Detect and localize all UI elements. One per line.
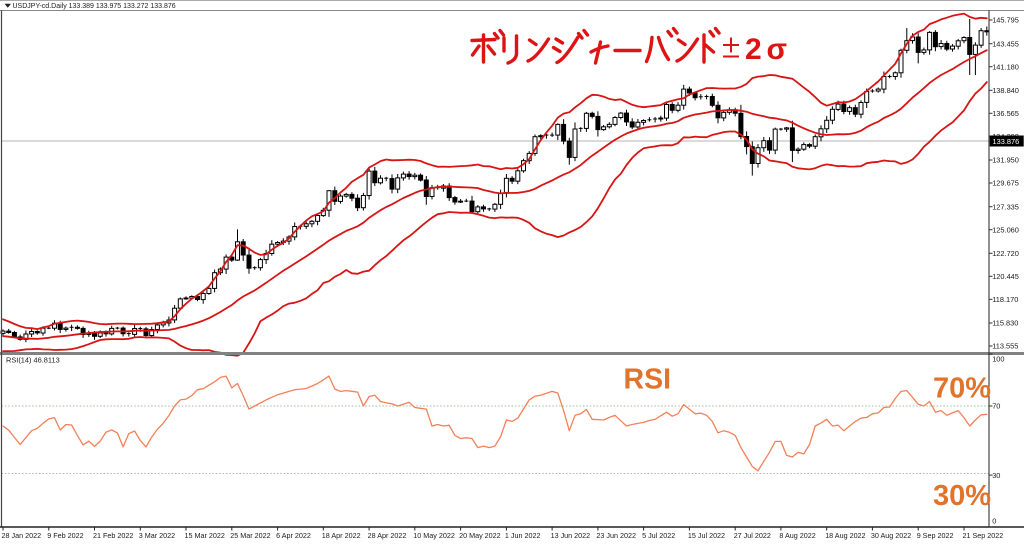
- svg-text:30%: 30%: [933, 480, 991, 512]
- svg-text:1 Jun 2022: 1 Jun 2022: [505, 531, 541, 540]
- svg-text:28 Apr 2022: 28 Apr 2022: [368, 531, 407, 540]
- svg-text:σ: σ: [767, 33, 788, 66]
- svg-text:RSI: RSI: [624, 364, 672, 396]
- svg-text:27 Jul 2022: 27 Jul 2022: [734, 531, 771, 540]
- svg-text:141.180: 141.180: [992, 62, 1019, 71]
- svg-text:9 Sep 2022: 9 Sep 2022: [917, 531, 954, 540]
- svg-text:118.170: 118.170: [992, 295, 1018, 304]
- svg-text:21 Feb 2022: 21 Feb 2022: [93, 531, 133, 540]
- svg-text:115.830: 115.830: [992, 319, 1018, 328]
- svg-text:2: 2: [745, 33, 762, 66]
- svg-text:10 May 2022: 10 May 2022: [413, 531, 455, 540]
- svg-text:RSI(14) 46.8113: RSI(14) 46.8113: [6, 356, 60, 365]
- svg-text:6 Apr 2022: 6 Apr 2022: [276, 531, 311, 540]
- svg-text:18 Aug 2022: 18 Aug 2022: [825, 531, 865, 540]
- svg-text:113.555: 113.555: [992, 342, 1018, 351]
- svg-text:143.455: 143.455: [992, 39, 1019, 48]
- svg-text:30 Aug 2022: 30 Aug 2022: [871, 531, 911, 540]
- svg-text:122.720: 122.720: [992, 249, 1019, 258]
- svg-text:20 May 2022: 20 May 2022: [459, 531, 501, 540]
- svg-text:120.445: 120.445: [992, 272, 1019, 281]
- svg-text:70: 70: [992, 402, 1000, 411]
- svg-text:100: 100: [992, 355, 1004, 364]
- svg-text:133.876: 133.876: [993, 137, 1020, 146]
- svg-text:USDJPY-cd.Daily 133.389 133.9: USDJPY-cd.Daily 133.389 133.975 133.272 …: [13, 3, 176, 10]
- svg-text:136.565: 136.565: [992, 109, 1019, 118]
- svg-text:131.950: 131.950: [992, 156, 1019, 165]
- svg-text:5 Jul 2022: 5 Jul 2022: [642, 531, 675, 540]
- svg-text:8 Aug 2022: 8 Aug 2022: [779, 531, 815, 540]
- svg-text:9 Feb 2022: 9 Feb 2022: [47, 531, 83, 540]
- svg-text:0: 0: [992, 517, 996, 526]
- svg-text:30: 30: [992, 471, 1000, 480]
- svg-text:125.060: 125.060: [992, 225, 1019, 234]
- svg-text:129.675: 129.675: [992, 179, 1019, 188]
- svg-text:28 Jan 2022: 28 Jan 2022: [2, 531, 42, 540]
- svg-text:21 Sep 2022: 21 Sep 2022: [963, 531, 1004, 540]
- svg-text:3 Mar 2022: 3 Mar 2022: [139, 531, 175, 540]
- svg-text:15 Jul 2022: 15 Jul 2022: [688, 531, 725, 540]
- svg-text:127.335: 127.335: [992, 202, 1019, 211]
- svg-text:23 Jun 2022: 23 Jun 2022: [596, 531, 636, 540]
- svg-text:145.795: 145.795: [992, 16, 1019, 25]
- svg-text:70%: 70%: [933, 373, 991, 405]
- svg-text:18 Apr 2022: 18 Apr 2022: [322, 531, 361, 540]
- svg-text:138.840: 138.840: [992, 86, 1019, 95]
- svg-text:13 Jun 2022: 13 Jun 2022: [551, 531, 591, 540]
- svg-text:25 Mar 2022: 25 Mar 2022: [230, 531, 270, 540]
- svg-text:15 Mar 2022: 15 Mar 2022: [185, 531, 225, 540]
